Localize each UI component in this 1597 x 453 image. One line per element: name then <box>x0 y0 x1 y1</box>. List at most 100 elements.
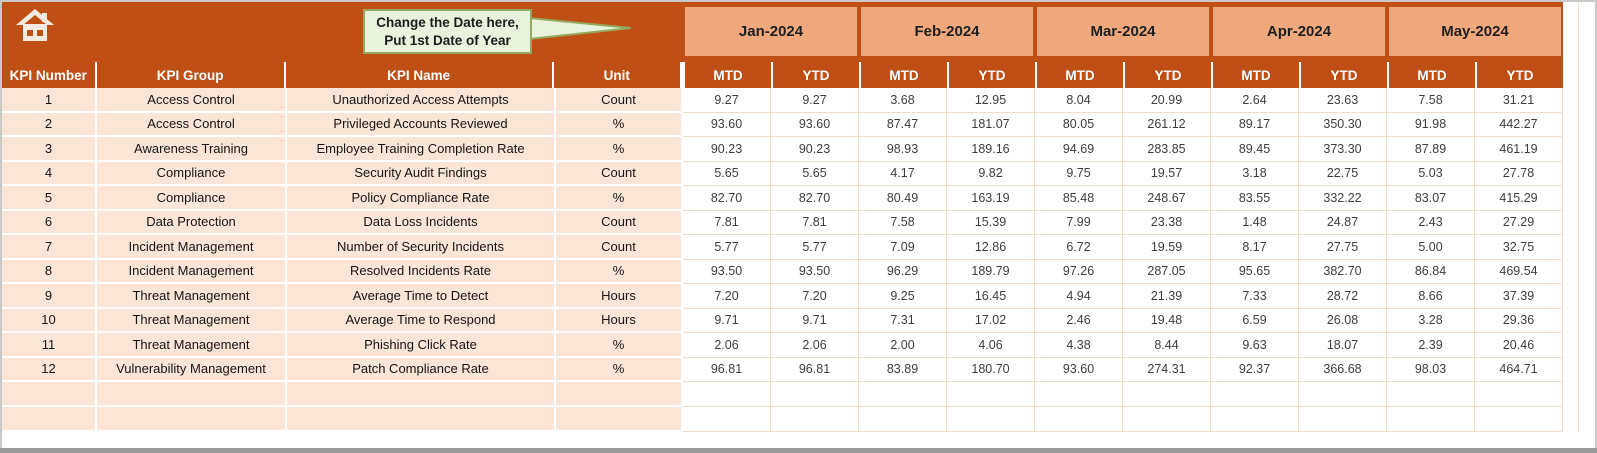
value-cell[interactable]: 28.72 <box>1299 284 1387 309</box>
value-cell[interactable] <box>947 382 1035 407</box>
value-cell[interactable] <box>1475 382 1563 407</box>
kpi-name-cell[interactable]: Patch Compliance Rate <box>287 357 556 382</box>
value-cell[interactable]: 283.85 <box>1123 137 1211 162</box>
value-cell[interactable]: 180.70 <box>947 357 1035 382</box>
unit-cell[interactable]: Count <box>556 235 683 260</box>
value-cell[interactable]: 27.75 <box>1299 235 1387 260</box>
value-cell[interactable]: 98.03 <box>1387 357 1475 382</box>
unit-cell[interactable]: Hours <box>556 308 683 333</box>
value-cell[interactable] <box>1299 407 1387 432</box>
value-cell[interactable] <box>1123 382 1211 407</box>
kpi-number-cell[interactable]: 3 <box>2 137 97 162</box>
col-header-mtd[interactable]: MTD <box>859 62 947 88</box>
kpi-number-cell[interactable]: 5 <box>2 186 97 211</box>
value-cell[interactable]: 382.70 <box>1299 259 1387 284</box>
col-header-mtd[interactable]: MTD <box>1035 62 1123 88</box>
value-cell[interactable]: 9.27 <box>771 88 859 113</box>
kpi-number-cell[interactable]: 6 <box>2 210 97 235</box>
kpi-name-cell[interactable] <box>287 407 556 432</box>
value-cell[interactable]: 90.23 <box>771 137 859 162</box>
value-cell[interactable]: 4.17 <box>859 161 947 186</box>
unit-cell[interactable]: Count <box>556 88 683 113</box>
value-cell[interactable]: 2.64 <box>1211 88 1299 113</box>
value-cell[interactable]: 31.21 <box>1475 88 1563 113</box>
value-cell[interactable]: 5.65 <box>771 161 859 186</box>
value-cell[interactable] <box>1387 382 1475 407</box>
col-header-kpi-number[interactable]: KPI Number <box>2 62 97 88</box>
value-cell[interactable]: 5.65 <box>683 161 771 186</box>
home-button[interactable] <box>15 8 55 47</box>
value-cell[interactable] <box>683 407 771 432</box>
kpi-name-cell[interactable]: Policy Compliance Rate <box>287 186 556 211</box>
value-cell[interactable]: 461.19 <box>1475 137 1563 162</box>
value-cell[interactable]: 2.39 <box>1387 333 1475 358</box>
value-cell[interactable] <box>1035 382 1123 407</box>
value-cell[interactable]: 9.63 <box>1211 333 1299 358</box>
month-header-cell-1[interactable]: Jan-2024 <box>685 7 857 56</box>
value-cell[interactable]: 4.94 <box>1035 284 1123 309</box>
kpi-name-cell[interactable]: Number of Security Incidents <box>287 235 556 260</box>
bottom-scroll-bar[interactable] <box>0 448 1597 453</box>
value-cell[interactable]: 96.81 <box>683 357 771 382</box>
value-cell[interactable]: 7.99 <box>1035 210 1123 235</box>
value-cell[interactable]: 23.63 <box>1299 88 1387 113</box>
value-cell[interactable]: 87.47 <box>859 112 947 137</box>
kpi-number-cell[interactable]: 8 <box>2 259 97 284</box>
kpi-group-cell[interactable]: Data Protection <box>97 210 287 235</box>
value-cell[interactable] <box>859 382 947 407</box>
value-cell[interactable]: 7.20 <box>771 284 859 309</box>
value-cell[interactable]: 442.27 <box>1475 112 1563 137</box>
month-header-cell-2[interactable]: Feb-2024 <box>861 7 1033 56</box>
kpi-group-cell[interactable]: Threat Management <box>97 308 287 333</box>
value-cell[interactable]: 415.29 <box>1475 186 1563 211</box>
value-cell[interactable] <box>859 407 947 432</box>
unit-cell[interactable]: Count <box>556 161 683 186</box>
value-cell[interactable] <box>947 407 1035 432</box>
kpi-number-cell[interactable]: 1 <box>2 88 97 113</box>
value-cell[interactable]: 9.71 <box>771 308 859 333</box>
value-cell[interactable]: 366.68 <box>1299 357 1387 382</box>
value-cell[interactable]: 85.48 <box>1035 186 1123 211</box>
value-cell[interactable]: 93.50 <box>683 259 771 284</box>
value-cell[interactable]: 20.99 <box>1123 88 1211 113</box>
value-cell[interactable]: 7.58 <box>1387 88 1475 113</box>
value-cell[interactable]: 5.03 <box>1387 161 1475 186</box>
value-cell[interactable]: 350.30 <box>1299 112 1387 137</box>
value-cell[interactable]: 83.55 <box>1211 186 1299 211</box>
value-cell[interactable]: 163.19 <box>947 186 1035 211</box>
kpi-group-cell[interactable]: Compliance <box>97 161 287 186</box>
value-cell[interactable]: 7.33 <box>1211 284 1299 309</box>
value-cell[interactable]: 80.05 <box>1035 112 1123 137</box>
kpi-group-cell[interactable]: Access Control <box>97 112 287 137</box>
value-cell[interactable]: 3.68 <box>859 88 947 113</box>
value-cell[interactable]: 2.06 <box>771 333 859 358</box>
kpi-number-cell[interactable] <box>2 382 97 407</box>
col-header-ytd[interactable]: YTD <box>1475 62 1563 88</box>
value-cell[interactable]: 16.45 <box>947 284 1035 309</box>
unit-cell[interactable]: Count <box>556 210 683 235</box>
value-cell[interactable] <box>1123 407 1211 432</box>
value-cell[interactable] <box>683 382 771 407</box>
value-cell[interactable]: 93.60 <box>1035 357 1123 382</box>
value-cell[interactable]: 83.89 <box>859 357 947 382</box>
unit-cell[interactable] <box>556 407 683 432</box>
value-cell[interactable]: 5.77 <box>771 235 859 260</box>
value-cell[interactable]: 5.77 <box>683 235 771 260</box>
value-cell[interactable]: 464.71 <box>1475 357 1563 382</box>
col-header-ytd[interactable]: YTD <box>1123 62 1211 88</box>
value-cell[interactable]: 20.46 <box>1475 333 1563 358</box>
value-cell[interactable]: 21.39 <box>1123 284 1211 309</box>
value-cell[interactable]: 9.82 <box>947 161 1035 186</box>
month-header-cell-5[interactable]: May-2024 <box>1389 7 1561 56</box>
value-cell[interactable] <box>771 382 859 407</box>
value-cell[interactable]: 98.93 <box>859 137 947 162</box>
kpi-name-cell[interactable] <box>287 382 556 407</box>
value-cell[interactable]: 6.72 <box>1035 235 1123 260</box>
value-cell[interactable]: 3.18 <box>1211 161 1299 186</box>
value-cell[interactable]: 82.70 <box>683 186 771 211</box>
value-cell[interactable]: 332.22 <box>1299 186 1387 211</box>
kpi-name-cell[interactable]: Data Loss Incidents <box>287 210 556 235</box>
kpi-group-cell[interactable]: Vulnerability Management <box>97 357 287 382</box>
value-cell[interactable] <box>771 407 859 432</box>
unit-cell[interactable]: % <box>556 186 683 211</box>
